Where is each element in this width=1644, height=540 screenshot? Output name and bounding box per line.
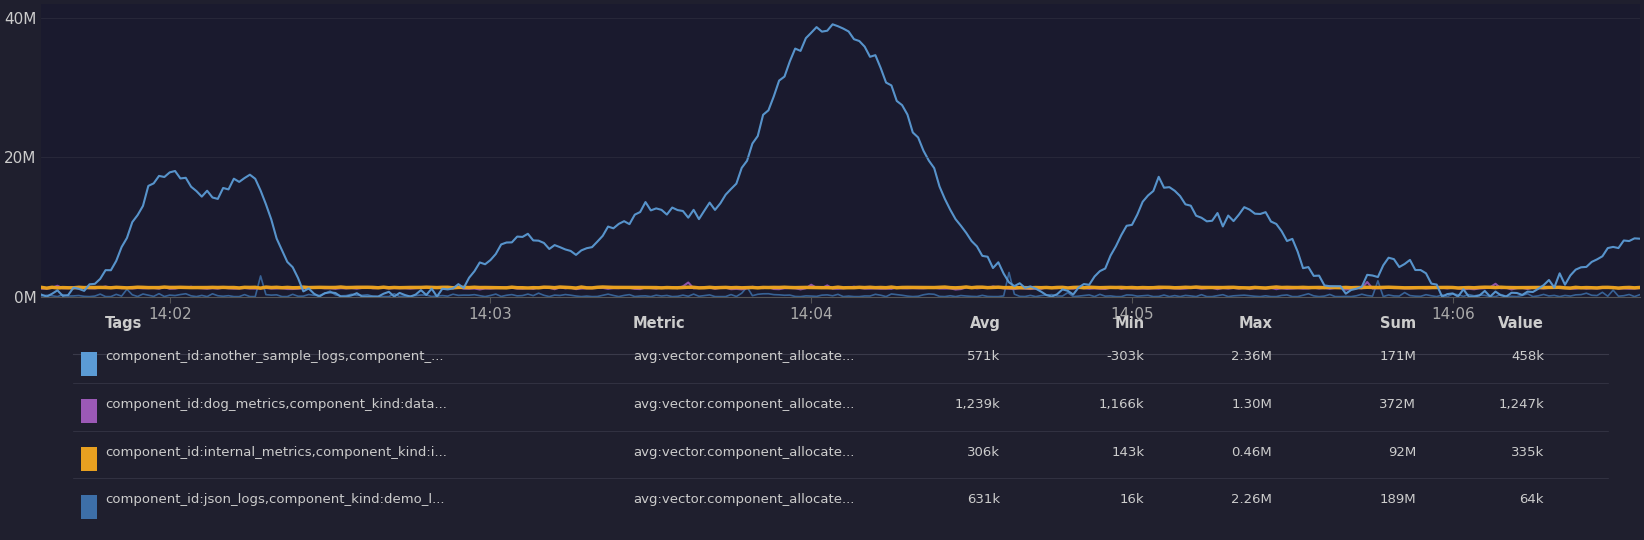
Bar [81, 447, 97, 471]
Text: component_id:internal_metrics,component_kind:i...: component_id:internal_metrics,component_… [105, 446, 447, 458]
Text: 631k: 631k [967, 494, 1001, 507]
Text: 1,239k: 1,239k [955, 398, 1001, 411]
Text: component_id:another_sample_logs,component_...: component_id:another_sample_logs,compone… [105, 350, 444, 363]
Text: 1.30M: 1.30M [1231, 398, 1272, 411]
Text: 335k: 335k [1511, 446, 1544, 458]
Text: component_id:json_logs,component_kind:demo_l...: component_id:json_logs,component_kind:de… [105, 494, 446, 507]
Text: component_id:dog_metrics,component_kind:data...: component_id:dog_metrics,component_kind:… [105, 398, 447, 411]
Text: avg:vector.component_allocate...: avg:vector.component_allocate... [633, 350, 855, 363]
Text: 0.46M: 0.46M [1231, 446, 1272, 458]
Text: 571k: 571k [967, 350, 1001, 363]
Bar [81, 400, 97, 423]
Text: 16k: 16k [1120, 494, 1144, 507]
Text: 458k: 458k [1511, 350, 1544, 363]
Text: 1,166k: 1,166k [1098, 398, 1144, 411]
Text: Sum: Sum [1379, 316, 1415, 330]
Text: Value: Value [1498, 316, 1544, 330]
Text: 2.36M: 2.36M [1231, 350, 1272, 363]
Text: 2.26M: 2.26M [1231, 494, 1272, 507]
Text: avg:vector.component_allocate...: avg:vector.component_allocate... [633, 398, 855, 411]
Text: 143k: 143k [1111, 446, 1144, 458]
Text: 372M: 372M [1379, 398, 1415, 411]
Text: 189M: 189M [1379, 494, 1415, 507]
Text: 1,247k: 1,247k [1498, 398, 1544, 411]
Text: -303k: -303k [1106, 350, 1144, 363]
Text: 64k: 64k [1519, 494, 1544, 507]
Text: 92M: 92M [1388, 446, 1415, 458]
Text: Tags: Tags [105, 316, 143, 330]
Text: Avg: Avg [970, 316, 1001, 330]
Text: 306k: 306k [967, 446, 1001, 458]
Text: avg:vector.component_allocate...: avg:vector.component_allocate... [633, 446, 855, 458]
Bar [81, 495, 97, 519]
Text: avg:vector.component_allocate...: avg:vector.component_allocate... [633, 494, 855, 507]
Text: Metric: Metric [633, 316, 686, 330]
Text: 171M: 171M [1379, 350, 1415, 363]
Bar [81, 352, 97, 375]
Text: Max: Max [1238, 316, 1272, 330]
Text: Min: Min [1115, 316, 1144, 330]
